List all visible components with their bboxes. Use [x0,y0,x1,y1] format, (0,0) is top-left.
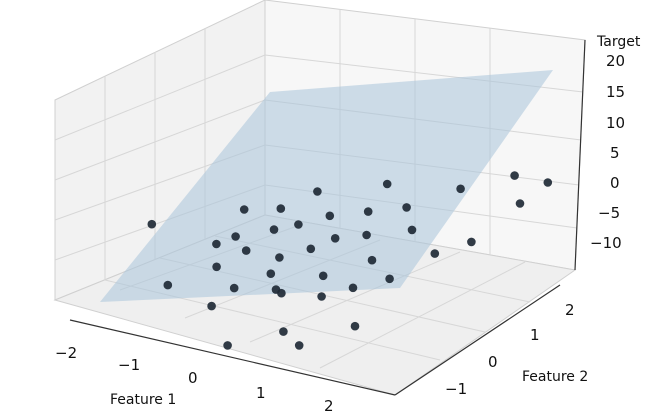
data-point [276,204,286,213]
y-tick-label: 1 [530,326,540,344]
y-tick-labels: −1 0 1 2 [445,301,575,398]
data-point [318,271,328,281]
z-tick-label: 0 [610,174,620,192]
data-point [543,178,553,187]
x-axis-label: Feature 1 [110,392,176,408]
data-point [313,187,322,196]
data-point [430,249,440,258]
data-point [231,232,240,241]
data-point [223,341,232,350]
z-tick-label: 20 [606,52,625,70]
x-tick-label: −2 [55,344,77,362]
x-tick-label: 0 [188,369,198,387]
data-point [212,239,221,249]
data-point [350,321,360,331]
x-tick-labels: −2 −1 0 1 2 [55,344,334,413]
y-tick-label: 0 [488,353,498,371]
data-point [266,269,276,279]
z-tick-label: 10 [606,114,625,132]
data-point [402,203,411,212]
data-point [294,220,303,229]
data-point [330,234,340,243]
data-point [212,262,221,272]
data-point [363,207,373,216]
data-point [385,274,394,284]
x-tick-label: 2 [324,397,334,413]
z-tick-label: 15 [606,83,625,101]
x-tick-label: −1 [118,356,140,374]
data-point [382,179,392,189]
data-point [456,184,465,194]
axis-lines [69,39,586,396]
data-point [294,341,304,350]
data-point [147,219,157,229]
data-point [279,327,288,336]
data-point [348,283,358,293]
y-axis-label: Feature 2 [522,369,588,385]
data-point [510,171,519,180]
data-point [407,225,417,235]
z-axis-label: Target [596,34,641,50]
data-point [467,237,476,247]
x-tick-label: 1 [256,384,266,402]
data-point [239,205,249,214]
data-point [275,253,284,262]
data-point [269,225,279,234]
z-tick-labels: 20 15 10 5 0 −5 −10 [590,52,625,252]
data-points [147,171,553,350]
data-point [207,301,216,311]
data-point [306,244,316,254]
z-tick-label: −10 [590,234,622,252]
data-point [163,280,173,290]
z-tick-label: 5 [610,144,620,162]
data-point [362,230,371,240]
data-point [277,288,286,298]
data-point [317,292,326,301]
y-tick-label: −1 [445,380,467,398]
data-point [367,255,377,265]
y-tick-label: 2 [565,301,575,319]
data-point [325,211,335,221]
data-point [229,283,239,293]
data-point [241,246,251,255]
z-tick-label: −5 [598,204,620,222]
data-point [515,199,525,208]
